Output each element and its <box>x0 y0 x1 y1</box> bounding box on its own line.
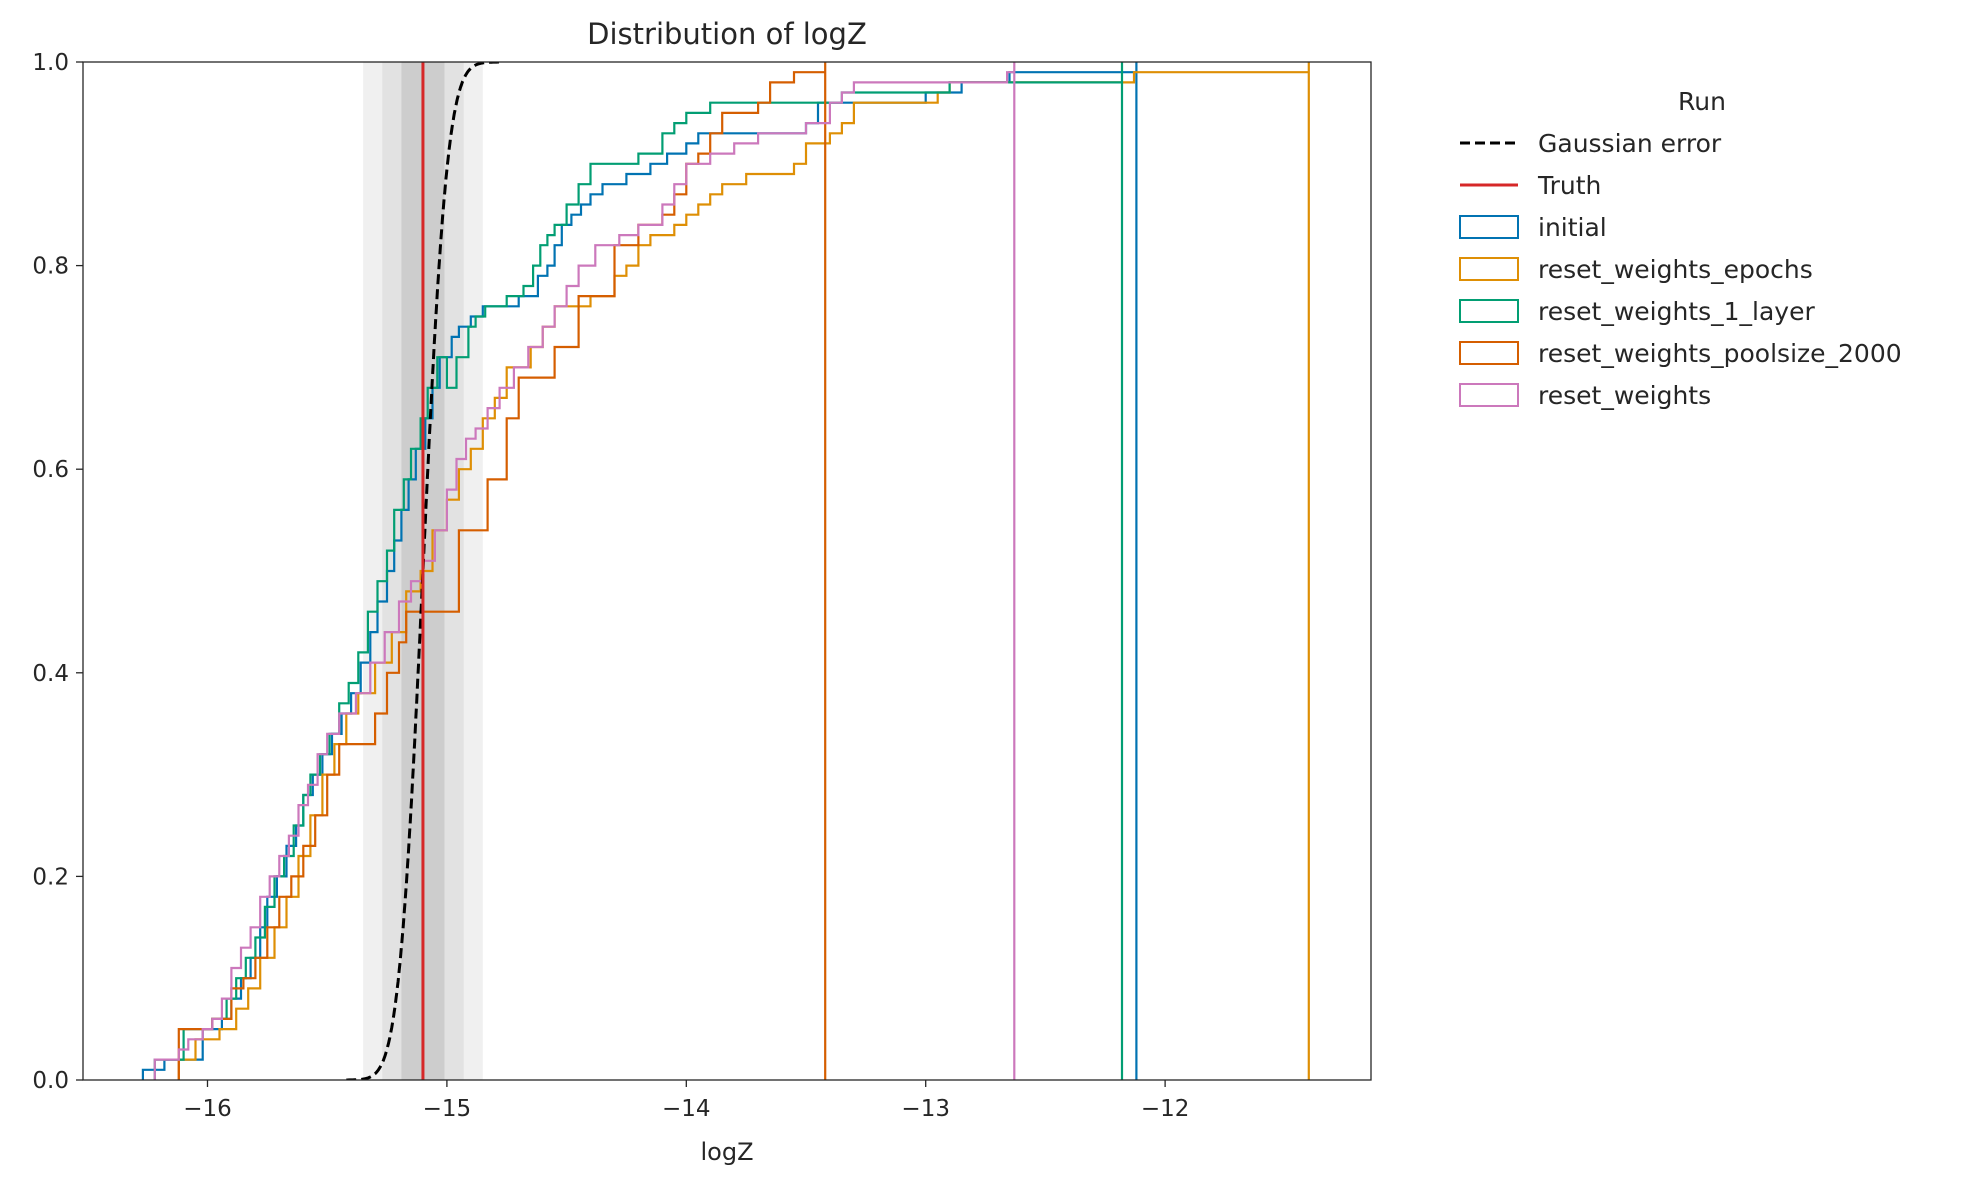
x-tick-label: −13 <box>901 1096 950 1122</box>
x-tick-label: −16 <box>183 1096 232 1122</box>
legend-swatch-reset-weights-1-layer <box>1459 299 1519 323</box>
y-tick-label: 1.0 <box>32 50 69 76</box>
legend: Run Gaussian error Truth initial reset_weig… <box>1459 87 1902 410</box>
series-layer <box>141 62 1310 1080</box>
ecdf-series-reset-weights <box>153 62 1016 1080</box>
x-axis: −16 −15 −14 −13 −12 <box>183 1080 1189 1122</box>
legend-swatch-initial <box>1459 215 1519 239</box>
ecdf-series-reset-weights-poolsize-2000 <box>177 62 827 1080</box>
legend-swatch-reset-weights-poolsize-2000 <box>1459 341 1519 365</box>
legend-label-reset-weights-1-layer: reset_weights_1_layer <box>1538 297 1815 326</box>
y-tick-label: 0.4 <box>32 661 69 687</box>
y-tick-label: 0.2 <box>32 864 69 890</box>
ecdf-series-reset-weights-1-layer <box>153 62 1124 1080</box>
x-tick-label: −15 <box>423 1096 472 1122</box>
plot-frame <box>82 61 1372 1081</box>
legend-swatch-reset-weights <box>1459 383 1519 407</box>
legend-swatch-reset-weights-epochs <box>1459 257 1519 281</box>
y-tick-label: 0.6 <box>32 457 69 483</box>
x-axis-label: logZ <box>700 1138 753 1166</box>
x-tick-label: −12 <box>1141 1096 1190 1122</box>
legend-label-truth: Truth <box>1537 171 1601 200</box>
legend-title: Run <box>1678 87 1726 116</box>
y-tick-label: 0.0 <box>32 1068 69 1094</box>
overlay-layer <box>346 62 500 1080</box>
legend-label-initial: initial <box>1538 213 1607 242</box>
ecdf-series-reset-weights-epochs <box>177 62 1310 1080</box>
legend-label-reset-weights-poolsize-2000: reset_weights_poolsize_2000 <box>1538 339 1902 368</box>
chart-title: Distribution of logZ <box>587 17 867 51</box>
legend-label-reset-weights: reset_weights <box>1538 381 1711 410</box>
y-axis: 0.0 0.2 0.4 0.6 0.8 1.0 <box>32 50 83 1094</box>
legend-label-reset-weights-epochs: reset_weights_epochs <box>1538 255 1813 284</box>
x-tick-label: −14 <box>662 1096 711 1122</box>
y-tick-label: 0.8 <box>32 254 69 280</box>
legend-label-gaussian-error: Gaussian error <box>1538 129 1722 158</box>
